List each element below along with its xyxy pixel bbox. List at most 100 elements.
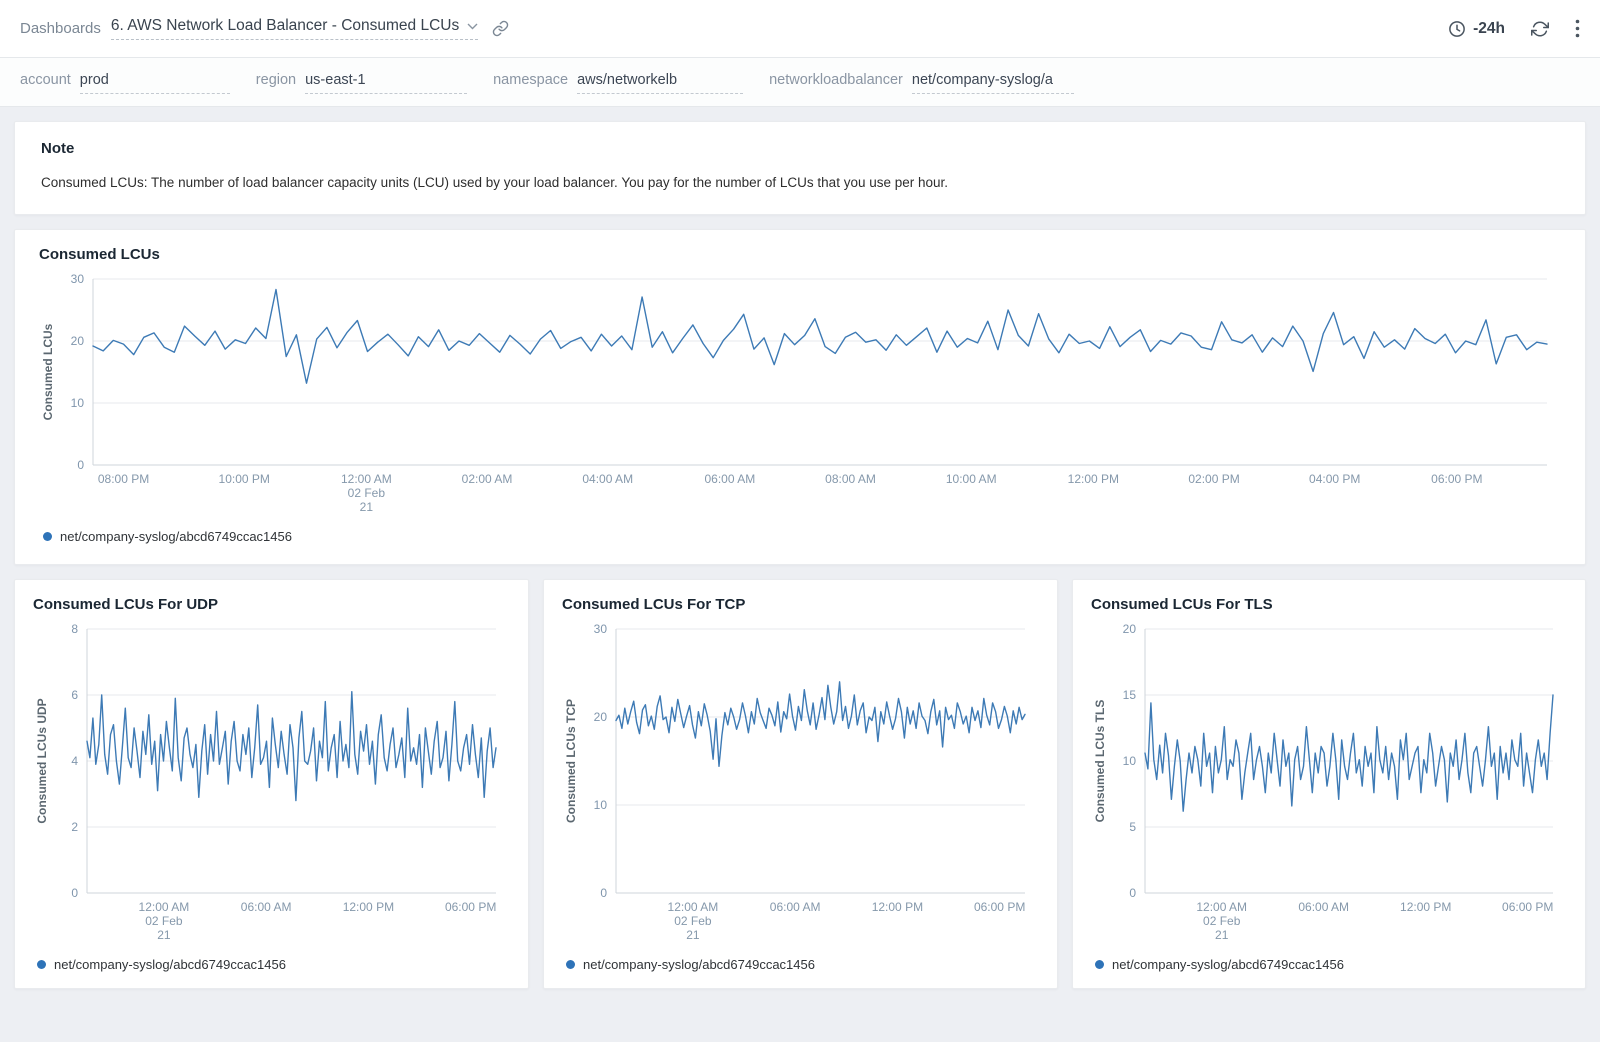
svg-text:0: 0 — [71, 886, 78, 900]
time-range-button[interactable]: -24h — [1448, 20, 1505, 38]
svg-text:Consumed LCUs: Consumed LCUs — [41, 323, 55, 420]
filter-bar: account prod region us-east-1 namespace … — [0, 58, 1600, 107]
note-panel: Note Consumed LCUs: The number of load b… — [14, 121, 1586, 215]
filter-region: region us-east-1 — [255, 72, 468, 94]
svg-text:20: 20 — [594, 710, 608, 724]
filter-namespace-label: namespace — [493, 72, 569, 88]
svg-text:10: 10 — [594, 798, 608, 812]
consumed-lcus-tls-panel: Consumed LCUs For TLS 0 5 10 15 20 12:00 AM 02… — [1072, 579, 1586, 989]
filter-namespace-value[interactable]: aws/networkelb — [577, 72, 744, 94]
bottom-charts-row: Consumed LCUs For UDP 0 2 4 6 8 12:00 AM 02 Fe… — [14, 579, 1586, 989]
consumed-lcus-title: Consumed LCUs — [39, 246, 160, 263]
consumed-lcus-tls-chart[interactable]: 0 5 10 15 20 12:00 AM 02 Feb 21 06:00 AM 12:00 PM… — [1091, 619, 1567, 949]
svg-text:0: 0 — [600, 886, 607, 900]
svg-text:15: 15 — [1123, 688, 1137, 702]
note-title: Note — [41, 140, 75, 157]
filter-region-value[interactable]: us-east-1 — [305, 72, 468, 94]
filter-account-value[interactable]: prod — [79, 72, 230, 94]
svg-text:02:00 PM: 02:00 PM — [1188, 472, 1239, 486]
top-bar: Dashboards 6. AWS Network Load Balancer … — [0, 0, 1600, 58]
legend-dot — [1095, 960, 1104, 969]
dashboard-content: Note Consumed LCUs: The number of load b… — [0, 107, 1600, 1003]
time-range-label: -24h — [1473, 19, 1505, 37]
svg-text:0: 0 — [77, 458, 84, 472]
consumed-lcus-panel: Consumed LCUs 0 10 20 30 08:00 PM 10:00 PM 12:… — [14, 229, 1586, 565]
consumed-lcus-tcp-legend[interactable]: net/company-syslog/abcd6749ccac1456 — [562, 949, 1039, 982]
svg-text:04:00 AM: 04:00 AM — [582, 472, 633, 486]
svg-text:Consumed LCUs TLS: Consumed LCUs TLS — [1093, 700, 1107, 823]
svg-text:06:00 AM: 06:00 AM — [770, 900, 821, 914]
top-bar-actions: -24h — [1448, 19, 1580, 38]
svg-text:06:00 PM: 06:00 PM — [1431, 472, 1482, 486]
consumed-lcus-legend[interactable]: net/company-syslog/abcd6749ccac1456 — [39, 521, 1561, 554]
svg-text:12:00 AM: 12:00 AM — [341, 472, 392, 486]
dashboard-title: 6. AWS Network Load Balancer - Consumed … — [110, 17, 460, 34]
svg-text:06:00 PM: 06:00 PM — [974, 900, 1025, 914]
svg-text:Consumed LCUs UDP: Consumed LCUs UDP — [35, 698, 49, 823]
consumed-lcus-tls-title: Consumed LCUs For TLS — [1091, 596, 1273, 613]
legend-dot — [566, 960, 575, 969]
svg-text:8: 8 — [71, 622, 78, 636]
svg-text:10: 10 — [1123, 754, 1137, 768]
svg-text:02 Feb: 02 Feb — [348, 486, 386, 500]
svg-text:06:00 PM: 06:00 PM — [445, 900, 496, 914]
filter-namespace: namespace aws/networkelb — [493, 72, 744, 94]
svg-text:4: 4 — [71, 754, 78, 768]
filter-networkloadbalancer: networkloadbalancer net/company-syslog/a — [769, 72, 1074, 94]
svg-text:10: 10 — [71, 396, 85, 410]
consumed-lcus-udp-title: Consumed LCUs For UDP — [33, 596, 219, 613]
consumed-lcus-tcp-panel: Consumed LCUs For TCP 0 10 20 30 12:00 AM 02 … — [543, 579, 1058, 989]
dashboards-breadcrumb[interactable]: Dashboards — [20, 20, 101, 37]
legend-label: net/company-syslog/abcd6749ccac1456 — [1112, 957, 1344, 972]
svg-text:06:00 AM: 06:00 AM — [241, 900, 292, 914]
svg-text:08:00 AM: 08:00 AM — [825, 472, 876, 486]
svg-text:Consumed LCUs TCP: Consumed LCUs TCP — [564, 699, 578, 823]
filter-networkloadbalancer-label: networkloadbalancer — [769, 72, 903, 88]
svg-text:21: 21 — [1215, 928, 1229, 942]
filter-region-label: region — [255, 72, 297, 88]
svg-text:6: 6 — [71, 688, 78, 702]
consumed-lcus-udp-chart[interactable]: 0 2 4 6 8 12:00 AM 02 Feb 21 06:00 AM 12:00 PM 06:… — [33, 619, 510, 949]
svg-text:12:00 AM: 12:00 AM — [668, 900, 719, 914]
consumed-lcus-chart[interactable]: 0 10 20 30 08:00 PM 10:00 PM 12:00 AM 02 Feb 21 0… — [39, 269, 1561, 521]
svg-text:12:00 AM: 12:00 AM — [1196, 900, 1247, 914]
link-icon[interactable] — [492, 20, 509, 37]
legend-label: net/company-syslog/abcd6749ccac1456 — [54, 957, 286, 972]
svg-text:10:00 AM: 10:00 AM — [946, 472, 997, 486]
svg-text:30: 30 — [594, 622, 608, 636]
svg-text:02 Feb: 02 Feb — [674, 914, 712, 928]
svg-text:02 Feb: 02 Feb — [1203, 914, 1241, 928]
svg-text:2: 2 — [71, 820, 78, 834]
consumed-lcus-udp-panel: Consumed LCUs For UDP 0 2 4 6 8 12:00 AM 02 Fe… — [14, 579, 529, 989]
filter-networkloadbalancer-value[interactable]: net/company-syslog/a — [911, 72, 1074, 94]
legend-label: net/company-syslog/abcd6749ccac1456 — [60, 529, 292, 544]
chevron-down-icon — [467, 23, 478, 29]
svg-text:06:00 PM: 06:00 PM — [1502, 900, 1553, 914]
dashboard-title-dropdown[interactable]: 6. AWS Network Load Balancer - Consumed … — [110, 17, 479, 40]
svg-text:12:00 PM: 12:00 PM — [1400, 900, 1451, 914]
svg-text:0: 0 — [1129, 886, 1136, 900]
clock-icon — [1449, 20, 1465, 37]
note-body: Consumed LCUs: The number of load balanc… — [41, 175, 949, 190]
refresh-icon[interactable] — [1531, 20, 1549, 38]
svg-text:21: 21 — [686, 928, 700, 942]
filter-account-label: account — [20, 72, 71, 88]
svg-text:02 Feb: 02 Feb — [145, 914, 183, 928]
kebab-menu-icon[interactable] — [1575, 19, 1580, 38]
svg-text:02:00 AM: 02:00 AM — [462, 472, 513, 486]
filter-account: account prod — [20, 72, 230, 94]
consumed-lcus-tcp-chart[interactable]: 0 10 20 30 12:00 AM 02 Feb 21 06:00 AM 12:00 PM 0… — [562, 619, 1039, 949]
consumed-lcus-tcp-title: Consumed LCUs For TCP — [562, 596, 746, 613]
svg-text:12:00 PM: 12:00 PM — [343, 900, 394, 914]
svg-text:12:00 PM: 12:00 PM — [872, 900, 923, 914]
svg-text:12:00 AM: 12:00 AM — [139, 900, 190, 914]
svg-text:10:00 PM: 10:00 PM — [219, 472, 270, 486]
svg-text:06:00 AM: 06:00 AM — [1298, 900, 1349, 914]
legend-dot — [43, 532, 52, 541]
consumed-lcus-tls-legend[interactable]: net/company-syslog/abcd6749ccac1456 — [1091, 949, 1567, 982]
consumed-lcus-udp-legend[interactable]: net/company-syslog/abcd6749ccac1456 — [33, 949, 510, 982]
svg-text:06:00 AM: 06:00 AM — [705, 472, 756, 486]
svg-text:08:00 PM: 08:00 PM — [98, 472, 149, 486]
svg-text:21: 21 — [360, 500, 374, 514]
svg-text:20: 20 — [1123, 622, 1137, 636]
